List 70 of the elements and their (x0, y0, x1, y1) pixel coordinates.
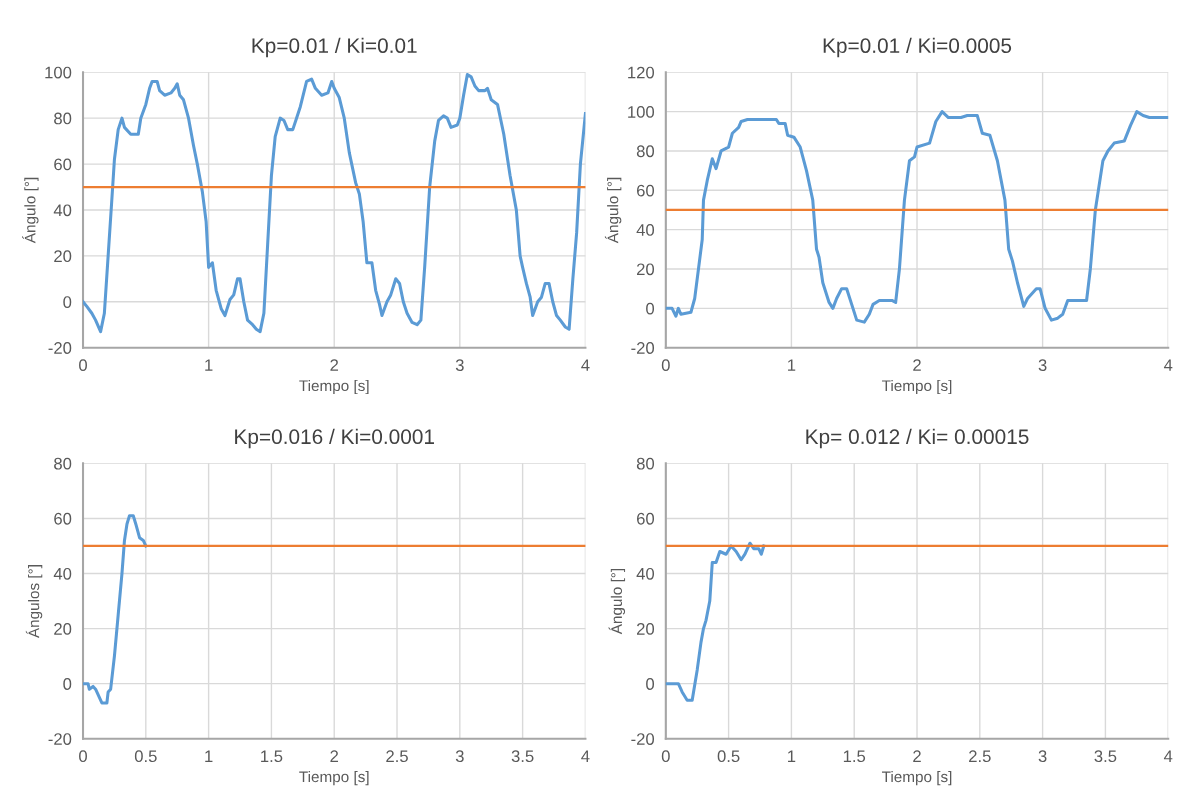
y-tick-label: 40 (636, 224, 655, 236)
y-tick-label: 60 (54, 512, 72, 525)
x-tick-label: 2 (913, 750, 921, 762)
x-tick-label: 0.5 (717, 750, 740, 763)
y-tick-label: -20 (48, 733, 72, 745)
y-tick-label: 40 (53, 567, 72, 580)
x-tick-label: 1 (788, 750, 796, 762)
chart-title: Kp= 0.012 / Ki= 0.00015 (806, 428, 1029, 449)
x-axis-title: Tiempo [s] (881, 770, 952, 786)
x-tick-label: 1.5 (261, 750, 283, 763)
x-tick-label: 3.5 (1094, 750, 1117, 763)
x-tick-label: 4 (581, 359, 590, 371)
y-tick-label: 40 (53, 204, 72, 217)
x-tick-label: 2 (330, 750, 339, 762)
y-tick-label: -20 (631, 733, 655, 745)
x-tick-label: 0 (661, 750, 670, 763)
x-tick-label: 2 (330, 359, 339, 371)
y-tick-label: -20 (48, 342, 72, 354)
x-tick-label: 2.5 (969, 750, 991, 763)
x-tick-label: 3 (455, 750, 464, 763)
x-tick-label: 1 (788, 359, 796, 371)
chart-title: Kp=0.01 / Ki=0.0005 (823, 37, 1012, 58)
x-tick-label: 2.5 (386, 750, 408, 763)
y-tick-label: 20 (637, 263, 655, 276)
x-tick-label: 1 (205, 359, 213, 371)
x-tick-label: 0 (79, 359, 87, 372)
y-tick-label: 20 (54, 623, 72, 635)
chart-title: Kp=0.016 / Ki=0.0001 (235, 428, 434, 449)
x-tick-label: 3 (455, 359, 464, 372)
y-axis-title: Ángulo [°] (608, 568, 626, 635)
y-tick-label: 80 (54, 112, 72, 125)
x-tick-label: 2 (913, 359, 921, 371)
y-tick-label: 0 (63, 296, 72, 308)
x-tick-label: 0 (79, 750, 87, 763)
x-axis-title: Tiempo [s] (299, 379, 369, 395)
line-series (665, 541, 766, 702)
y-tick-label: 80 (636, 457, 655, 470)
x-tick-label: 0.5 (134, 750, 157, 763)
x-tick-label: 4 (581, 750, 590, 762)
x-tick-label: 3.5 (511, 750, 534, 763)
y-tick-label: 20 (637, 623, 655, 635)
y-tick-label: 80 (636, 145, 655, 158)
x-tick-label: 3 (1038, 750, 1047, 763)
x-tick-label: 1 (205, 750, 213, 762)
y-tick-label: 100 (45, 66, 72, 79)
line-series (83, 514, 148, 705)
y-tick-label: 120 (628, 66, 655, 79)
chart-title: Kp=0.01 / Ki=0.01 (252, 37, 417, 58)
y-tick-label: 60 (637, 184, 655, 197)
x-axis-title: Tiempo [s] (881, 379, 952, 395)
y-tick-label: 60 (637, 512, 655, 525)
y-tick-label: 60 (54, 158, 72, 171)
y-axis-title: Ángulo [°] (22, 177, 39, 244)
x-tick-label: 4 (1163, 750, 1173, 762)
y-tick-label: 0 (646, 678, 655, 690)
y-tick-label: -20 (631, 342, 655, 354)
line-series (665, 110, 1169, 324)
x-tick-label: 3 (1038, 359, 1047, 372)
x-tick-label: 4 (1163, 359, 1173, 371)
y-tick-label: 80 (54, 457, 72, 470)
y-tick-label: 40 (636, 567, 655, 580)
x-axis-title: Tiempo [s] (299, 770, 369, 786)
x-tick-label: 0 (661, 359, 670, 372)
y-tick-label: 100 (628, 106, 655, 118)
y-tick-label: 20 (54, 250, 72, 263)
y-axis-title: Ángulos [°] (25, 565, 43, 639)
y-tick-label: 0 (646, 302, 655, 315)
y-axis-title: Ángulo [°] (604, 177, 622, 244)
y-tick-label: 0 (63, 678, 72, 690)
x-tick-label: 1.5 (843, 750, 866, 763)
